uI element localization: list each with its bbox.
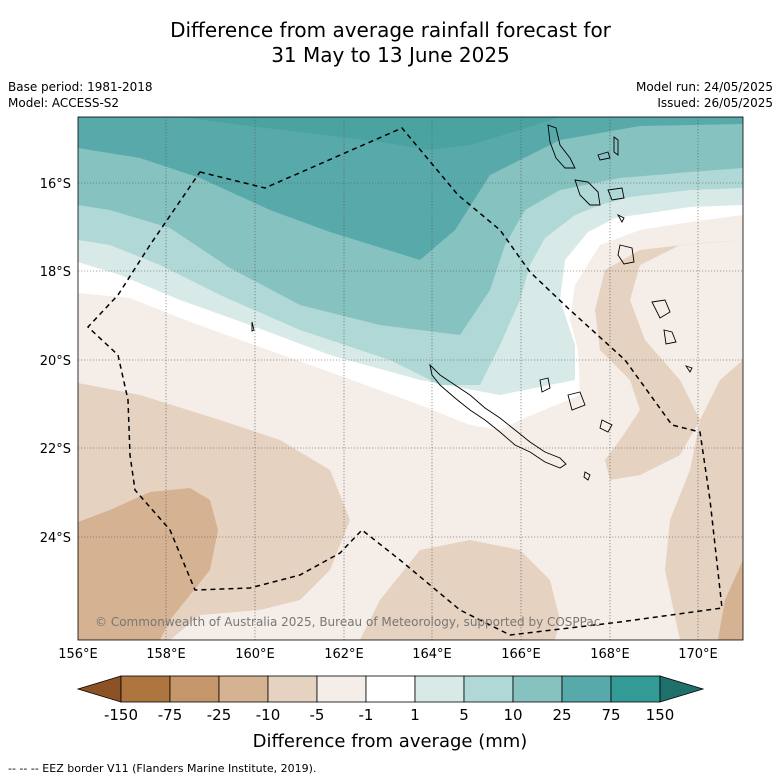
colorbar [76, 675, 705, 703]
band-wet-75-150 [180, 117, 560, 150]
lat-label: 22°S [40, 442, 71, 457]
new-caledonia-island [429, 363, 567, 469]
colorbar-swatch [169, 675, 220, 703]
lon-label: 158°E [146, 647, 186, 662]
colorbar-tick-label: 10 [503, 706, 522, 724]
colorbar-swatch [414, 675, 465, 703]
eez-border [86, 127, 723, 636]
colorbar-title: Difference from average (mm) [253, 731, 528, 752]
lat-label: 16°S [40, 177, 71, 192]
band-dry-minus10-minus25-se [718, 560, 743, 640]
colorbar-swatch [316, 675, 367, 703]
colorbar-extend-min [76, 675, 122, 703]
lon-label: 160°E [235, 647, 275, 662]
colorbar-tick-label: -25 [207, 706, 232, 724]
vanuatu-islands [547, 124, 635, 265]
lat-label: 20°S [40, 354, 71, 369]
lon-label: 164°E [412, 647, 452, 662]
matthew-hunter-islands [583, 471, 591, 481]
model-name: Model: ACCESS-S2 [8, 96, 120, 110]
lon-label: 166°E [501, 647, 541, 662]
graticule [78, 117, 743, 640]
coastlines [251, 124, 693, 481]
colorbar-swatch [463, 675, 514, 703]
title-line-2: 31 May to 13 June 2025 [271, 43, 510, 67]
colorbar-tick-label: 25 [552, 706, 571, 724]
colorbar-swatch [218, 675, 269, 703]
meta-left: Base period: 1981-2018 Model: ACCESS-S2 [8, 79, 153, 111]
colorbar-swatch [365, 675, 416, 703]
band-wet-25-75 [78, 117, 743, 260]
loyalty-islands [539, 377, 613, 433]
map-frame [77, 116, 744, 641]
colorbar-swatch [610, 675, 661, 703]
band-dry-minus5-minus10-east-2 [665, 360, 743, 640]
colorbar-extend-max [659, 675, 705, 703]
meta-right: Model run: 24/05/2025 Issued: 26/05/2025 [636, 79, 773, 111]
lat-label: 24°S [40, 531, 71, 546]
lon-label: 156°E [58, 647, 98, 662]
colorbar-swatch [120, 675, 171, 703]
colorbar-tick-label: -1 [359, 706, 374, 724]
colorbar-swatch [512, 675, 563, 703]
map-title: Difference from average rainfall forecas… [0, 18, 781, 68]
colorbar-tick-label: 150 [646, 706, 675, 724]
issued-date: Issued: 26/05/2025 [657, 96, 773, 110]
lat-label: 18°S [40, 265, 71, 280]
base-period: Base period: 1981-2018 [8, 80, 153, 94]
chesterfield-reef [251, 321, 255, 332]
lon-label: 170°E [678, 647, 718, 662]
colorbar-swatch [267, 675, 318, 703]
lon-label: 162°E [324, 647, 364, 662]
copyright-notice: © Commonwealth of Australia 2025, Bureau… [95, 615, 600, 629]
footer-note: -- -- -- EEZ border V11 (Flanders Marine… [8, 762, 317, 775]
colorbar-tick-label: -75 [158, 706, 183, 724]
rainfall-anomaly-map: © Commonwealth of Australia 2025, Bureau… [78, 117, 743, 640]
title-line-1: Difference from average rainfall forecas… [170, 18, 611, 42]
model-run: Model run: 24/05/2025 [635, 80, 773, 94]
colorbar-tick-label: 75 [601, 706, 620, 724]
colorbar-tick-label: -10 [256, 706, 281, 724]
band-dry-minus10-minus25-sw [78, 488, 218, 640]
colorbar-tick-label: 5 [459, 706, 469, 724]
colorbar-tick-label: 1 [410, 706, 420, 724]
lat-axis: 16°S 18°S 20°S 22°S 24°S [40, 177, 71, 546]
band-dry-minus5-minus10-se [360, 540, 560, 640]
fiji-west-islands [651, 299, 693, 373]
lon-axis: 156°E 158°E 160°E 162°E 164°E 166°E 168°… [58, 647, 718, 662]
colorbar-tick-label: -150 [104, 706, 138, 724]
colorbar-swatch [561, 675, 612, 703]
colorbar-ticks: -150 -75 -25 -10 -5 -1 1 5 10 25 75 150 [104, 706, 674, 724]
lon-label: 168°E [590, 647, 630, 662]
colorbar-tick-label: -5 [310, 706, 325, 724]
